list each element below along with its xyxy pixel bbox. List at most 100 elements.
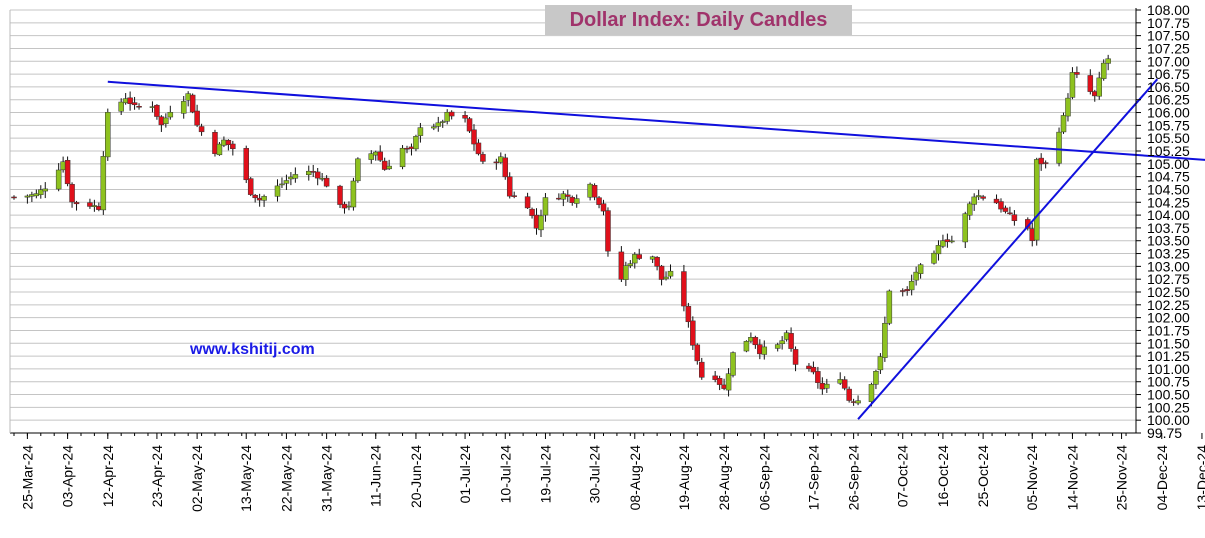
candle-body-up bbox=[417, 127, 424, 136]
candle bbox=[882, 316, 888, 362]
candle bbox=[899, 288, 906, 297]
candle-body-up bbox=[627, 263, 634, 266]
candle-body-up bbox=[877, 356, 884, 371]
candle bbox=[605, 207, 611, 257]
candle bbox=[654, 256, 660, 271]
candle-body-up bbox=[940, 240, 946, 247]
candle bbox=[386, 159, 392, 171]
candle-body-up bbox=[439, 121, 446, 123]
candle bbox=[685, 302, 692, 328]
candle-body-up bbox=[1105, 58, 1111, 64]
candle-body-down bbox=[230, 143, 236, 149]
x-tick-label: 31-May-24 bbox=[319, 445, 335, 512]
candle bbox=[252, 194, 258, 203]
candle bbox=[127, 91, 133, 111]
candle bbox=[381, 157, 388, 171]
y-tick-label: 102.00 bbox=[1147, 310, 1190, 326]
candle-body-down bbox=[636, 254, 642, 259]
y-tick-label: 101.50 bbox=[1147, 335, 1190, 351]
trendlines bbox=[107, 78, 1205, 420]
candle-body-up bbox=[368, 153, 375, 160]
candle bbox=[940, 234, 946, 249]
candle-body-down bbox=[511, 195, 517, 197]
candle-body-up bbox=[779, 340, 785, 345]
candle bbox=[1042, 160, 1049, 169]
candle bbox=[846, 386, 852, 403]
candle-body-up bbox=[855, 400, 861, 404]
candle bbox=[212, 129, 218, 157]
candle-body-up bbox=[949, 240, 955, 243]
candle bbox=[761, 340, 768, 360]
candle bbox=[466, 117, 473, 133]
candle-body-down bbox=[1042, 162, 1049, 164]
candle-body-down bbox=[1074, 72, 1080, 75]
candle-body-down bbox=[212, 132, 218, 154]
candle-body-down bbox=[381, 160, 388, 170]
candle bbox=[810, 361, 817, 375]
x-tick-label: 06-Sep-24 bbox=[756, 445, 772, 511]
candle-body-up bbox=[824, 383, 830, 389]
candle bbox=[230, 140, 236, 156]
candle bbox=[462, 111, 468, 123]
candle-body-down bbox=[792, 349, 799, 365]
candle-body-up bbox=[1069, 72, 1076, 98]
candle bbox=[752, 335, 759, 349]
candle bbox=[917, 263, 924, 279]
candle bbox=[993, 194, 1000, 204]
candle bbox=[413, 134, 419, 152]
candle-body-up bbox=[431, 126, 437, 129]
candle-body-down bbox=[323, 177, 330, 187]
candle bbox=[502, 153, 509, 180]
candle-body-down bbox=[524, 196, 531, 209]
x-tick-label: 19-Jul-24 bbox=[537, 445, 553, 504]
candle bbox=[448, 110, 455, 120]
candle-body-down bbox=[243, 148, 249, 181]
candle bbox=[1011, 210, 1018, 226]
candle-body-down bbox=[815, 371, 821, 383]
candle bbox=[11, 195, 17, 200]
candle bbox=[279, 177, 285, 189]
candle-body-up bbox=[542, 197, 549, 216]
candle bbox=[194, 104, 200, 128]
candle bbox=[975, 189, 982, 201]
y-tick-label: 102.25 bbox=[1147, 297, 1190, 313]
candle-body-up bbox=[279, 183, 285, 186]
candle bbox=[38, 185, 44, 199]
candle-body-up bbox=[663, 276, 669, 280]
candle bbox=[886, 289, 893, 326]
candle bbox=[658, 264, 665, 286]
candle bbox=[873, 369, 879, 390]
candle-body-down bbox=[87, 202, 93, 207]
candle-body-down bbox=[1038, 157, 1044, 165]
candle-body-down bbox=[127, 97, 133, 104]
candle bbox=[189, 93, 196, 114]
candle bbox=[105, 108, 111, 161]
candle-body-up bbox=[935, 245, 942, 255]
candle bbox=[1069, 67, 1076, 100]
candle-body-up bbox=[573, 198, 580, 204]
candle bbox=[913, 266, 919, 286]
candle bbox=[774, 342, 781, 352]
x-tick-label: 17-Sep-24 bbox=[805, 445, 821, 511]
candle bbox=[323, 175, 330, 188]
candle bbox=[712, 371, 718, 383]
candle bbox=[971, 193, 977, 211]
y-tick-label: 106.75 bbox=[1147, 66, 1190, 82]
candle-body-up bbox=[917, 264, 924, 274]
candle bbox=[73, 200, 80, 211]
x-tick-label: 26-Sep-24 bbox=[846, 445, 862, 511]
candle-body-down bbox=[466, 118, 473, 132]
candle-body-down bbox=[841, 379, 848, 389]
candle-body-up bbox=[1096, 77, 1102, 97]
candle-body-up bbox=[306, 170, 312, 176]
candle bbox=[506, 172, 513, 199]
candle bbox=[667, 264, 674, 279]
candle bbox=[1060, 112, 1067, 134]
candle bbox=[180, 95, 187, 119]
y-tick-label: 102.75 bbox=[1147, 271, 1190, 287]
candle bbox=[399, 145, 406, 170]
candle-body-up bbox=[180, 101, 187, 114]
candle bbox=[908, 274, 915, 296]
x-tick-label: 08-Aug-24 bbox=[627, 445, 643, 511]
candle bbox=[368, 150, 375, 164]
